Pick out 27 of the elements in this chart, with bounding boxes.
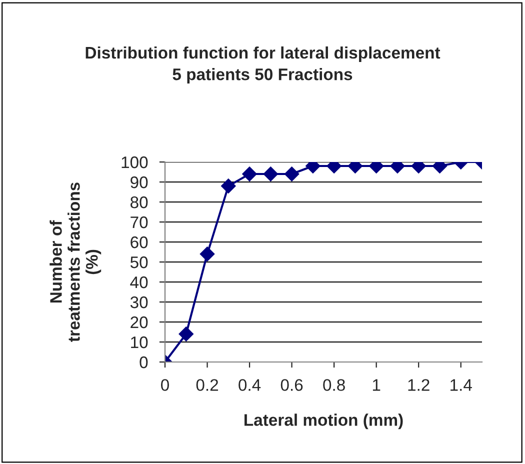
point bbox=[284, 166, 300, 182]
x-tick-label: 1 bbox=[372, 379, 380, 391]
y-tick-label: 30 bbox=[130, 296, 148, 308]
x-tick-label: 0.4 bbox=[238, 379, 261, 391]
point bbox=[242, 166, 257, 182]
x-tick-label: 0.6 bbox=[280, 379, 303, 391]
x-tick-label: 1.2 bbox=[408, 379, 430, 391]
y-axis-title: Number of treatments fractions (%) bbox=[50, 182, 102, 342]
y-tick-label: 100 bbox=[122, 156, 148, 168]
x-tick-label: 0.2 bbox=[196, 379, 218, 391]
y-tick-label: 20 bbox=[130, 316, 148, 328]
point bbox=[200, 246, 215, 262]
x-tick-label: 1.4 bbox=[450, 379, 472, 391]
x-tick-label: 0.8 bbox=[323, 379, 345, 391]
y-tick-label: 60 bbox=[130, 236, 148, 248]
y-tick-label: 40 bbox=[130, 276, 148, 288]
y-tick-label: 50 bbox=[130, 256, 148, 268]
x-tick-label: 0 bbox=[161, 379, 169, 391]
y-tick-label: 80 bbox=[130, 196, 148, 208]
y-tick-label: 0 bbox=[140, 356, 148, 368]
y-tick-label: 10 bbox=[131, 336, 148, 348]
chart-title: Distribution function for lateral displacement 5 patients 50 Fractions bbox=[86, 46, 440, 84]
y-tick-label: 90 bbox=[130, 176, 148, 188]
point bbox=[221, 178, 236, 194]
y-tick-label: 70 bbox=[130, 216, 148, 228]
point bbox=[263, 166, 278, 182]
x-axis-title: Lateral motion (mm) bbox=[244, 414, 403, 430]
